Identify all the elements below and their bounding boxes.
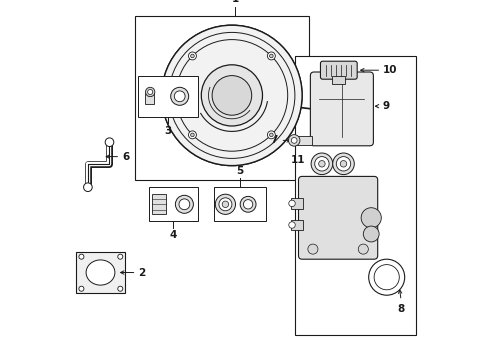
- Ellipse shape: [86, 260, 115, 285]
- Circle shape: [215, 194, 235, 215]
- Bar: [291, 198, 302, 209]
- Circle shape: [79, 286, 84, 291]
- Text: 1: 1: [231, 0, 239, 4]
- Circle shape: [361, 208, 381, 228]
- Circle shape: [267, 52, 275, 60]
- Circle shape: [222, 201, 228, 207]
- Text: 7: 7: [270, 135, 277, 145]
- Circle shape: [175, 195, 193, 213]
- Circle shape: [288, 222, 295, 228]
- Circle shape: [310, 153, 332, 175]
- Circle shape: [145, 87, 155, 96]
- Circle shape: [147, 89, 152, 94]
- Circle shape: [269, 133, 273, 137]
- Text: 5: 5: [236, 166, 243, 176]
- Circle shape: [288, 135, 299, 146]
- Bar: [294, 56, 415, 335]
- Bar: [134, 16, 309, 180]
- Circle shape: [358, 244, 367, 254]
- Bar: [138, 76, 197, 117]
- Circle shape: [118, 254, 122, 259]
- Text: 6: 6: [122, 152, 129, 162]
- Circle shape: [219, 198, 231, 211]
- Circle shape: [318, 161, 325, 167]
- Bar: [291, 220, 302, 230]
- Circle shape: [340, 161, 346, 167]
- Text: 11: 11: [290, 155, 305, 165]
- FancyBboxPatch shape: [298, 176, 377, 259]
- Circle shape: [332, 153, 354, 175]
- Circle shape: [83, 183, 92, 192]
- Circle shape: [118, 286, 122, 291]
- Circle shape: [188, 52, 196, 60]
- Text: 2: 2: [138, 267, 145, 278]
- Circle shape: [243, 199, 252, 209]
- Text: 10: 10: [382, 65, 397, 75]
- Text: 3: 3: [164, 126, 171, 136]
- Circle shape: [174, 91, 185, 102]
- Circle shape: [269, 54, 273, 58]
- Circle shape: [307, 244, 317, 254]
- Bar: [332, 76, 345, 84]
- Circle shape: [288, 200, 295, 207]
- Circle shape: [188, 131, 196, 139]
- Circle shape: [336, 157, 350, 171]
- Circle shape: [105, 138, 114, 147]
- Circle shape: [363, 226, 378, 242]
- Circle shape: [190, 133, 194, 137]
- Circle shape: [267, 131, 275, 139]
- Text: 9: 9: [381, 101, 388, 111]
- Circle shape: [314, 157, 328, 171]
- Circle shape: [190, 54, 194, 58]
- Circle shape: [79, 254, 84, 259]
- Bar: [149, 187, 197, 221]
- Bar: [145, 94, 154, 104]
- FancyBboxPatch shape: [320, 61, 356, 79]
- Circle shape: [179, 199, 189, 210]
- Circle shape: [201, 65, 262, 126]
- FancyBboxPatch shape: [310, 72, 373, 146]
- Circle shape: [291, 138, 296, 143]
- Circle shape: [240, 197, 256, 212]
- Bar: [213, 187, 265, 221]
- Bar: [331, 69, 349, 77]
- Bar: [152, 194, 166, 215]
- Bar: [76, 252, 125, 293]
- Circle shape: [162, 25, 302, 166]
- Circle shape: [212, 76, 251, 115]
- Text: 8: 8: [397, 304, 404, 314]
- Text: 4: 4: [169, 230, 177, 240]
- Circle shape: [170, 87, 188, 105]
- Bar: [292, 136, 311, 145]
